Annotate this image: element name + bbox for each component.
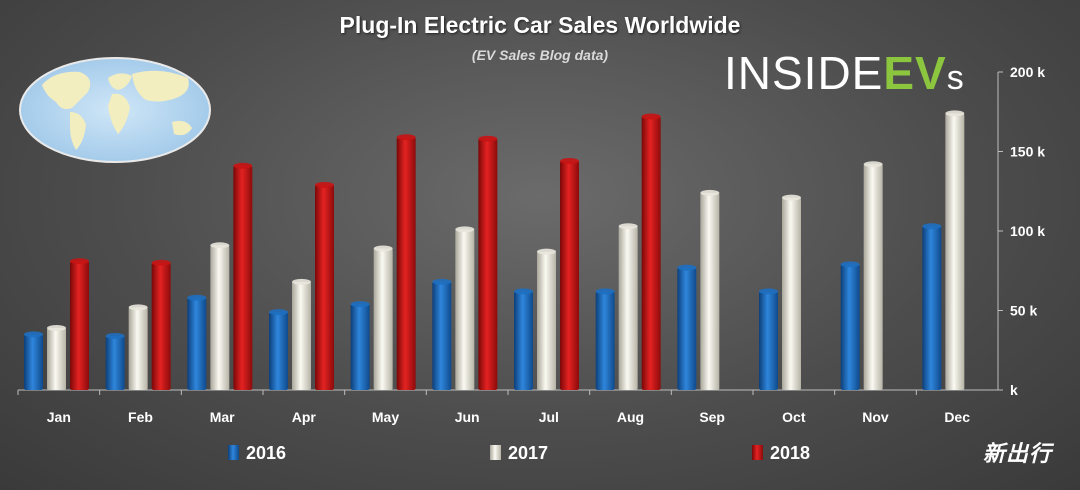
bar-2018-May bbox=[396, 134, 416, 390]
y-tick-label: 50 k bbox=[1010, 303, 1037, 319]
bar-2016-Jun bbox=[432, 278, 452, 390]
bar-2016-Jan bbox=[24, 331, 43, 390]
y-tick-label: k bbox=[1010, 382, 1018, 398]
x-tick-label: Oct bbox=[782, 409, 806, 425]
bar-2018-Jan bbox=[70, 258, 89, 390]
x-tick-label: Jul bbox=[539, 409, 559, 425]
bar-2018-Jul bbox=[560, 158, 579, 390]
bar-2017-Aug bbox=[618, 223, 638, 390]
bar-2016-Oct bbox=[759, 288, 778, 390]
bar-2017-Feb bbox=[128, 304, 148, 390]
y-tick-label: 100 k bbox=[1010, 223, 1045, 239]
insideevs-logo: INSIDEEVs bbox=[724, 50, 965, 96]
legend-item-2018: 2018 bbox=[752, 443, 810, 463]
chart-subtitle: (EV Sales Blog data) bbox=[471, 47, 609, 63]
bar-2016-Mar bbox=[187, 294, 207, 390]
x-tick-label: Dec bbox=[944, 409, 970, 425]
legend-item-2016: 2016 bbox=[228, 443, 286, 463]
bar-2018-Jun bbox=[478, 135, 498, 390]
world-map-icon bbox=[19, 57, 211, 163]
bar-2016-Feb bbox=[105, 332, 125, 390]
x-tick-label: Apr bbox=[292, 409, 317, 425]
logo-suffix-text: s bbox=[946, 59, 965, 97]
bar-2017-Mar bbox=[210, 242, 230, 390]
bar-2018-Mar bbox=[233, 162, 253, 390]
bar-2017-Jul bbox=[537, 248, 556, 390]
bar-2016-Jul bbox=[514, 288, 533, 390]
legend-swatch bbox=[228, 445, 239, 460]
bar-2017-Apr bbox=[292, 278, 311, 390]
bar-2017-May bbox=[373, 245, 393, 390]
x-tick-label: May bbox=[372, 409, 399, 425]
logo-main-text: INSIDE bbox=[724, 47, 884, 99]
bar-2017-Sep bbox=[700, 189, 720, 390]
bar-2016-Dec bbox=[922, 223, 942, 390]
x-tick-label: Jun bbox=[455, 409, 480, 425]
watermark: 新出行 bbox=[982, 441, 1052, 466]
bar-2018-Aug bbox=[641, 113, 661, 391]
x-tick-label: Aug bbox=[617, 409, 644, 425]
x-tick-label: Feb bbox=[128, 409, 153, 425]
x-tick-label: Mar bbox=[210, 409, 235, 425]
legend-label: 2018 bbox=[770, 443, 810, 463]
legend-swatch bbox=[490, 445, 501, 460]
bar-2016-Aug bbox=[595, 288, 615, 390]
x-tick-label: Nov bbox=[862, 409, 889, 425]
chart-title: Plug-In Electric Car Sales Worldwide bbox=[339, 12, 741, 38]
y-tick-label: 200 k bbox=[1010, 64, 1045, 80]
bar-2017-Jun bbox=[455, 226, 475, 390]
legend-swatch bbox=[752, 445, 763, 460]
x-tick-label: Jan bbox=[47, 409, 71, 425]
bar-2017-Dec bbox=[945, 110, 965, 390]
bar-2016-Sep bbox=[677, 264, 697, 390]
x-tick-label: Sep bbox=[699, 409, 725, 425]
bar-2016-Nov bbox=[840, 261, 860, 390]
y-tick-label: 150 k bbox=[1010, 144, 1045, 160]
legend-item-2017: 2017 bbox=[490, 443, 548, 463]
legend-label: 2016 bbox=[246, 443, 286, 463]
bar-2017-Nov bbox=[863, 161, 883, 390]
bar-2018-Feb bbox=[151, 259, 171, 390]
bar-2018-Apr bbox=[315, 181, 334, 390]
bar-2017-Oct bbox=[782, 194, 801, 390]
bar-2017-Jan bbox=[47, 324, 66, 390]
bar-2016-Apr bbox=[269, 309, 288, 390]
bar-2016-May bbox=[350, 301, 370, 390]
legend-label: 2017 bbox=[508, 443, 548, 463]
logo-accent-text: EV bbox=[883, 47, 947, 99]
